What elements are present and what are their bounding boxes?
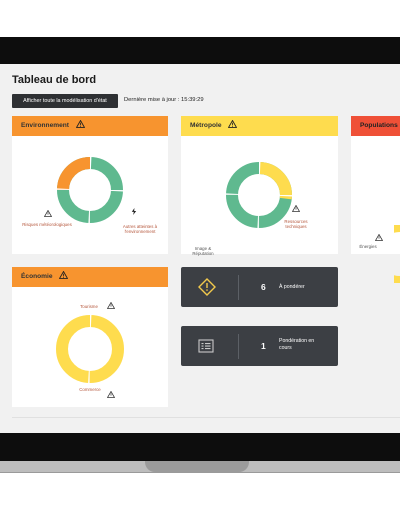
card-title: Métropole [190,122,222,129]
page-title: Tableau de bord [12,74,97,86]
card-economie[interactable]: Économie Tourisme Commerce [12,267,168,407]
stat-divider [238,275,239,300]
card-title: Environnement [21,122,69,129]
stat-value: 6 [261,282,266,292]
label-energies: Énergies [359,244,377,249]
warning-icon [75,120,85,129]
stat-divider [238,334,239,359]
donut-gaps [225,161,293,229]
card-header: Métropole [181,116,338,136]
last-update-text: Dernière mise à jour : 15:39:29 [124,97,204,103]
dashboard-screen: Tableau de bord Afficher toute la modéli… [0,64,400,433]
warning-icon [228,120,238,129]
card-header: Populations [351,116,400,136]
warning-icon [292,205,300,212]
warning-icon [107,391,115,398]
document-list-icon [198,339,214,353]
stat-en-cours[interactable]: 1 Pondération en cours [181,326,338,366]
donut-chart-metropole [225,161,293,229]
card-environnement[interactable]: Environnement Risques météorologiques Au… [12,116,168,288]
stat-a-ponderer[interactable]: 6 À pondérer [181,267,338,307]
card-populations[interactable]: Populations Énergies [351,116,400,283]
label-autres-atteintes: Autres atteintes à l'environnement [122,224,158,235]
donut-chart-populations [394,225,400,283]
stat-label: Pondération en cours [279,338,315,351]
donut-segment-yellow [56,315,124,383]
label-risques-meteo: Risques météorologiques [22,222,72,227]
donut-chart-environnement [56,156,124,224]
card-metropole[interactable]: Métropole Ressources techniques Image & … [181,116,338,292]
laptop-base-notch [145,461,249,472]
divider [12,417,400,418]
card-title: Populations [360,122,398,129]
card-title: Économie [21,273,53,280]
show-model-button[interactable]: Afficher toute la modélisation d'état [12,94,118,108]
label-ressources-techniques: Ressources techniques [284,219,308,230]
warning-icon [59,271,69,280]
label-image-reputation: Image & Réputation [192,246,214,257]
label-tourisme: Tourisme [80,304,98,309]
lightning-icon [131,208,137,215]
donut-gaps [55,314,125,384]
stat-label: À pondérer [279,284,305,290]
card-header: Environnement [12,116,168,136]
warning-icon [44,210,52,217]
warning-icon [375,234,383,241]
warning-icon [107,302,115,309]
stat-value: 1 [261,341,266,351]
warning-diamond-icon [198,278,216,296]
donut-gaps [56,156,124,224]
donut-chart-economie [55,314,125,384]
card-header: Économie [12,267,168,287]
label-commerce: Commerce [79,387,101,392]
